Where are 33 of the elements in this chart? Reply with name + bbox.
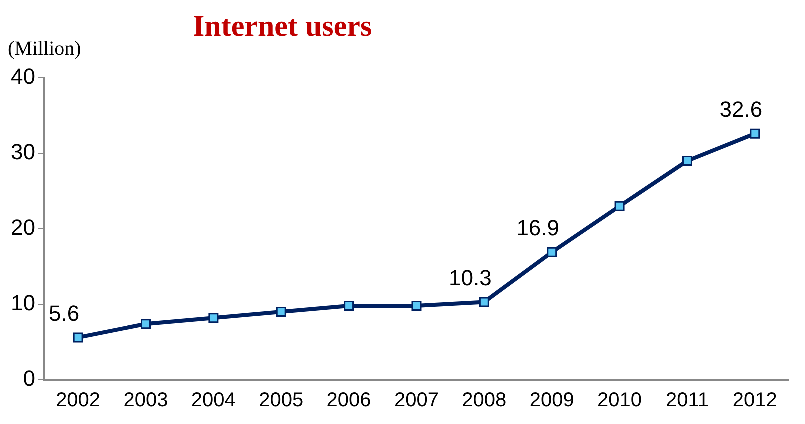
x-tick-label: 2008 — [462, 390, 507, 412]
point — [750, 128, 760, 139]
x-tick-label: 2002 — [56, 390, 101, 412]
data-label: 5.6 — [49, 300, 80, 326]
data-label: 10.3 — [449, 265, 492, 290]
point — [344, 301, 354, 312]
x-tick-label: 2012 — [732, 390, 778, 412]
chart-title: Internet users — [193, 10, 372, 44]
y-tick-label: 40 — [10, 64, 36, 90]
point — [412, 301, 422, 312]
y-tick-label: 0 — [23, 366, 36, 392]
point — [479, 297, 490, 308]
point — [614, 201, 625, 212]
y-axis-title: (Million) — [8, 38, 82, 61]
x-tick-label: 2007 — [394, 390, 439, 412]
x-tick-label: 2005 — [259, 390, 304, 412]
point — [547, 247, 558, 258]
x-tick-label: 2004 — [191, 390, 236, 412]
x-tick-label: 2009 — [530, 390, 574, 412]
point — [141, 319, 151, 330]
data-label: 16.9 — [516, 215, 560, 240]
x-tick-label: 2010 — [598, 390, 642, 412]
point — [276, 307, 286, 318]
y-tick-label: 10 — [10, 290, 36, 316]
x-tick-label: 2011 — [666, 390, 709, 412]
data-label: 32.6 — [720, 96, 763, 122]
x-tick-label: 2006 — [326, 390, 372, 412]
point — [73, 332, 84, 343]
point — [682, 156, 692, 166]
y-tick-label: 30 — [10, 140, 36, 165]
x-tick-label: 2003 — [124, 390, 168, 412]
y-tick-label: 20 — [10, 215, 36, 240]
point — [208, 313, 219, 324]
